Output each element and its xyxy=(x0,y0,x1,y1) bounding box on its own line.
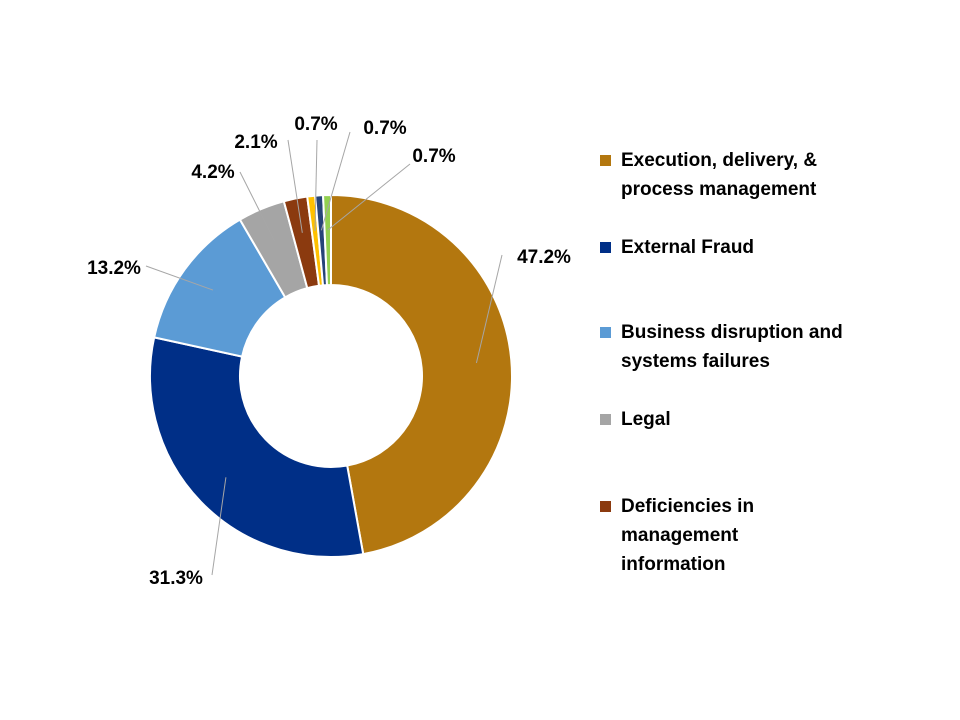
data-labels: 47.2% 31.3% 13.2% 4.2%2.1% 0.7% 0.7% 0.7% xyxy=(87,114,571,589)
donut-slices xyxy=(149,193,513,558)
legend-label-business-disruption: Business disruption and systems failures xyxy=(621,322,843,372)
data-label: 4.2% xyxy=(191,162,234,183)
data-label: 2.1% xyxy=(234,132,277,153)
legend-item-legal: Legal xyxy=(600,405,671,434)
leader-lines xyxy=(145,131,503,576)
donut-slice xyxy=(330,193,513,556)
leader-line xyxy=(145,265,214,291)
data-label: 0.7% xyxy=(412,146,455,167)
legend-label-deficiencies: Deficiencies in management information xyxy=(621,496,755,575)
legend-swatch-deficiencies xyxy=(600,501,611,512)
leader-line xyxy=(314,139,318,231)
data-label: 13.2% xyxy=(87,258,141,279)
leader-line xyxy=(211,477,227,576)
legend-label-legal: Legal xyxy=(621,409,671,430)
legend-swatch-external-fraud xyxy=(600,242,611,253)
leader-line xyxy=(475,254,503,364)
data-label: 47.2% xyxy=(517,247,571,268)
legend-swatch-execution xyxy=(600,155,611,166)
legend-swatch-business-disruption xyxy=(600,327,611,338)
leader-line xyxy=(327,163,411,231)
legend-label-execution: Execution, delivery, & process managemen… xyxy=(621,150,818,200)
legend-item-external-fraud: External Fraud xyxy=(600,233,754,262)
leader-line xyxy=(320,131,351,231)
donut-slice xyxy=(149,336,365,558)
leader-line xyxy=(239,171,276,242)
legend-label-external-fraud: External Fraud xyxy=(621,237,755,258)
legend-item-execution: Execution, delivery, & process managemen… xyxy=(600,146,817,204)
leader-line xyxy=(287,139,303,233)
data-label: 31.3% xyxy=(149,568,203,589)
data-label: 0.7% xyxy=(363,118,406,139)
legend-item-business-disruption: Business disruption and systems failures xyxy=(600,318,843,376)
legend-swatch-legal xyxy=(600,414,611,425)
data-label: 0.7% xyxy=(294,114,337,135)
legend-item-deficiencies: Deficiencies in management information xyxy=(600,492,754,579)
